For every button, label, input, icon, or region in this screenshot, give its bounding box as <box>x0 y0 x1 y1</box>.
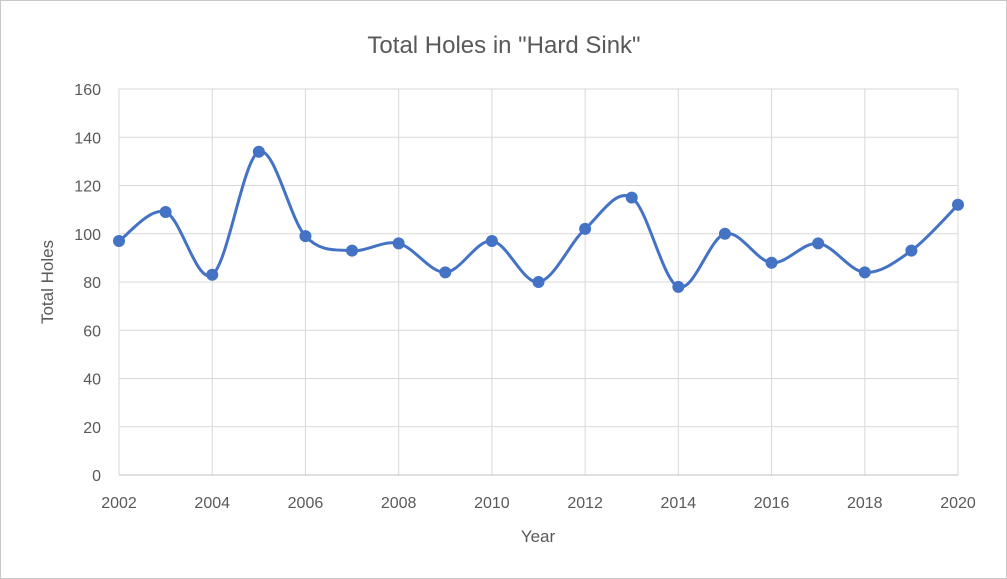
series-line <box>118 150 960 289</box>
data-series <box>113 145 964 293</box>
chart-title: Total Holes in "Hard Sink" <box>367 32 640 59</box>
y-tick-label: 100 <box>74 227 101 244</box>
gridlines <box>118 88 959 475</box>
x-tick-label: 2006 <box>288 495 324 512</box>
data-point <box>252 145 265 158</box>
x-tick-label: 2002 <box>101 495 137 512</box>
data-point <box>812 237 825 250</box>
data-point <box>952 198 964 211</box>
x-tick-label: 2012 <box>567 495 603 512</box>
x-tick-label: 2008 <box>381 495 417 512</box>
data-point <box>113 234 125 247</box>
data-point <box>579 222 592 235</box>
data-point <box>299 230 312 243</box>
y-tick-label: 0 <box>92 468 101 485</box>
data-point <box>392 237 405 250</box>
data-point <box>905 244 918 257</box>
x-tick-label: 2018 <box>847 495 883 512</box>
data-point <box>858 266 871 279</box>
y-tick-label: 140 <box>74 130 101 147</box>
data-point <box>346 244 359 257</box>
data-point <box>485 234 498 247</box>
data-point <box>159 206 172 219</box>
data-point <box>532 276 545 288</box>
x-tick-label: 2016 <box>754 495 790 512</box>
data-point <box>439 266 452 279</box>
data-point <box>765 256 778 269</box>
y-tick-label: 20 <box>83 420 101 437</box>
y-tick-label: 80 <box>83 275 101 292</box>
y-tick-label: 60 <box>83 323 101 340</box>
x-tick-label: 2004 <box>194 495 230 512</box>
y-axis-label: Total Holes <box>38 240 57 324</box>
y-tick-labels: 0 20 40 60 80 100 120 140 160 <box>74 82 101 485</box>
x-tick-label: 2010 <box>474 495 510 512</box>
data-point <box>718 227 731 240</box>
y-tick-label: 120 <box>74 179 101 196</box>
x-axis-label: Year <box>521 527 556 546</box>
y-tick-label: 160 <box>74 82 101 99</box>
y-tick-label: 40 <box>83 372 101 389</box>
x-tick-label: 2014 <box>661 495 697 512</box>
data-point <box>672 280 685 293</box>
x-tick-label: 2020 <box>940 495 976 512</box>
data-point <box>625 191 638 204</box>
x-tick-labels: 2002 2004 2006 2008 2010 2012 2014 2016 2018 2020 <box>101 495 976 512</box>
data-point <box>206 268 219 281</box>
